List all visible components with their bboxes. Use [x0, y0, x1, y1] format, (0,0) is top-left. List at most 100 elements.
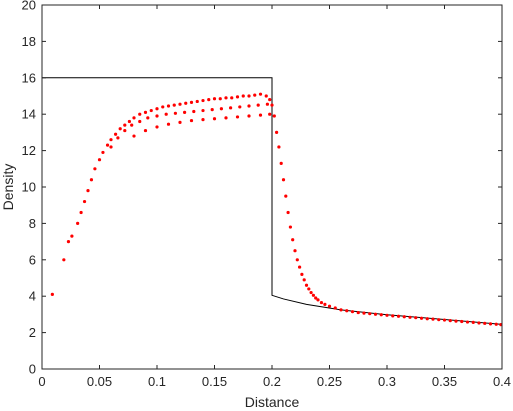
data-point [264, 94, 268, 98]
data-point [477, 321, 481, 325]
data-point [258, 92, 263, 96]
data-point [385, 313, 389, 317]
y-tick-label: 0 [29, 362, 36, 377]
data-point [130, 123, 134, 127]
x-tick-label: 0.35 [432, 374, 457, 389]
data-point [298, 265, 302, 269]
y-tick-label: 2 [29, 325, 36, 340]
data-point [275, 130, 279, 134]
data-point [138, 119, 142, 124]
data-point [309, 290, 313, 295]
data-point [164, 112, 168, 116]
x-tick-label: 0.1 [148, 374, 166, 389]
data-point [127, 119, 131, 124]
data-point [272, 114, 276, 118]
data-point [207, 98, 211, 102]
data-point [258, 113, 263, 117]
data-point [166, 122, 171, 126]
data-point [288, 225, 292, 229]
data-point [323, 302, 327, 306]
data-point [218, 97, 222, 101]
data-point [265, 102, 269, 106]
data-point [116, 136, 120, 140]
data-point [50, 292, 54, 296]
data-point [408, 315, 412, 319]
data-point [230, 96, 234, 100]
y-tick-label: 4 [29, 289, 36, 304]
data-point [373, 312, 378, 316]
y-tick-label: 6 [29, 252, 36, 267]
data-point [161, 105, 165, 109]
x-axis-ticks: 0 0.05 0.1 0.15 0.2 0.25 0.3 0.35 0.4 [38, 5, 511, 389]
data-point [201, 108, 205, 113]
data-point [268, 98, 272, 102]
series-layer [42, 77, 503, 327]
data-point [149, 108, 153, 113]
data-point [350, 310, 355, 314]
data-point [123, 128, 127, 133]
data-point [454, 319, 458, 323]
data-point [339, 308, 343, 312]
data-point [235, 95, 240, 99]
data-point [166, 104, 171, 108]
data-point [89, 178, 94, 182]
data-point [483, 321, 487, 325]
data-point [235, 115, 240, 119]
data-point [155, 114, 159, 118]
data-point [295, 258, 299, 262]
data-point [494, 322, 498, 326]
data-point [247, 94, 251, 98]
data-point [123, 123, 127, 127]
y-axis-label: Density [0, 164, 16, 211]
data-point [311, 293, 315, 297]
data-point [224, 96, 228, 100]
data-point [66, 240, 71, 244]
data-point [431, 317, 435, 321]
data-point [319, 300, 324, 305]
data-point [314, 296, 318, 300]
data-point [201, 118, 205, 122]
data-point [189, 118, 194, 123]
y-axis-ticks: 0 2 4 6 8 10 12 14 16 18 20 [22, 0, 502, 377]
data-point [70, 234, 74, 238]
y-tick-label: 14 [22, 107, 36, 122]
data-point [93, 167, 97, 171]
data-point [132, 134, 136, 138]
data-point [143, 128, 148, 133]
data-point [345, 309, 349, 313]
data-point [183, 110, 187, 114]
data-point [419, 316, 424, 320]
data-point [101, 150, 105, 155]
data-point [184, 101, 188, 105]
data-point [286, 210, 290, 215]
data-point [82, 199, 87, 204]
data-point [465, 320, 470, 324]
data-point [109, 138, 113, 142]
data-point [379, 313, 383, 317]
y-tick-label: 10 [22, 180, 36, 195]
x-axis-label: Distance [245, 394, 300, 410]
data-point [146, 116, 150, 120]
x-tick-label: 0.05 [87, 374, 112, 389]
data-point [132, 116, 136, 120]
data-point [414, 316, 418, 320]
data-point [402, 315, 406, 319]
data-point [109, 145, 113, 149]
data-point [224, 116, 228, 120]
data-point [488, 322, 493, 326]
data-point [247, 104, 251, 108]
y-tick-label: 16 [22, 70, 36, 85]
data-point [291, 238, 295, 242]
data-point [396, 314, 401, 318]
data-point [143, 110, 148, 114]
data-point [356, 310, 360, 315]
data-point [172, 103, 176, 107]
data-point [178, 120, 182, 124]
data-point [229, 106, 233, 110]
data-point [391, 314, 395, 318]
data-point [302, 278, 306, 282]
data-point [270, 103, 274, 107]
data-point [138, 112, 142, 116]
x-tick-label: 0.3 [378, 374, 396, 389]
